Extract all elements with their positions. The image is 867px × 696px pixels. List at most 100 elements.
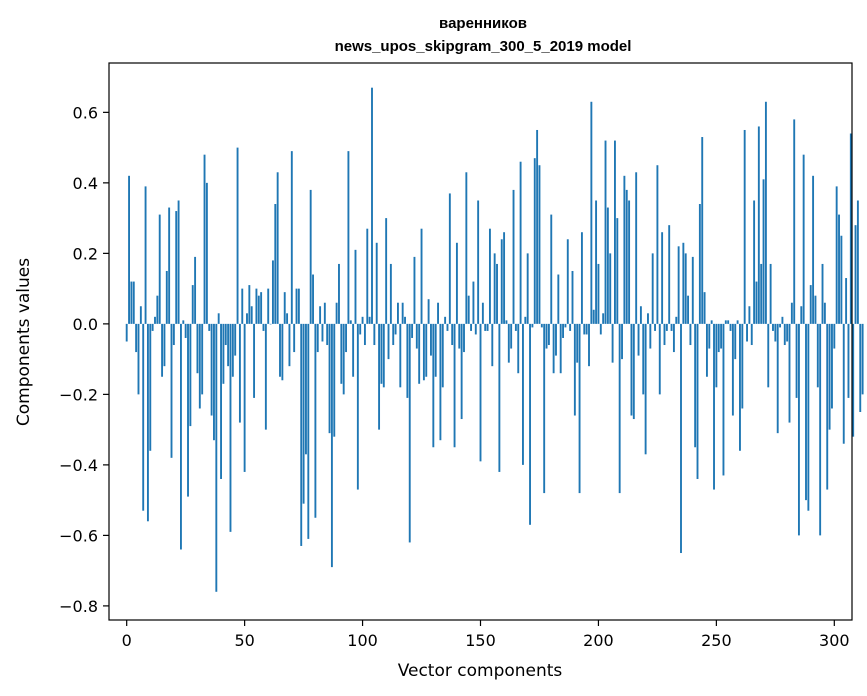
- bar: [720, 323, 723, 349]
- bar: [823, 302, 826, 324]
- x-axis-ticks: 0 50 100 150 200 250 300: [122, 620, 850, 650]
- bar: [750, 323, 753, 346]
- bar: [599, 323, 602, 335]
- bar: [309, 189, 312, 324]
- bar: [184, 323, 187, 338]
- bar: [154, 316, 156, 324]
- bar: [408, 323, 411, 543]
- bar: [547, 323, 550, 346]
- bar: [729, 323, 732, 331]
- bar: [189, 323, 192, 427]
- bar: [550, 214, 553, 324]
- bar: [625, 189, 628, 324]
- bar: [430, 323, 432, 356]
- bar: [635, 172, 638, 324]
- bar: [705, 323, 708, 377]
- x-axis-label: Vector components: [398, 661, 563, 681]
- bar: [375, 242, 378, 324]
- bar: [831, 323, 833, 409]
- bar: [288, 323, 291, 367]
- bar: [812, 175, 815, 324]
- bar: [302, 323, 305, 504]
- bars-group: [125, 87, 864, 592]
- bar: [623, 175, 626, 324]
- bar: [477, 200, 480, 324]
- bar: [580, 232, 583, 324]
- bar: [201, 323, 204, 395]
- bar: [187, 323, 189, 497]
- bar: [644, 323, 647, 455]
- bar: [722, 323, 725, 476]
- bar: [559, 323, 562, 374]
- bar: [538, 165, 541, 324]
- bar: [420, 228, 423, 324]
- bar: [387, 323, 390, 360]
- bar: [404, 316, 406, 324]
- y-tick-label: −0.2: [59, 385, 98, 404]
- bar: [592, 309, 595, 324]
- bar: [380, 323, 383, 384]
- bar: [588, 323, 590, 367]
- bar: [281, 323, 284, 381]
- bar: [177, 200, 180, 324]
- bar: [845, 278, 848, 324]
- bar: [467, 295, 470, 324]
- bar: [540, 323, 543, 328]
- bar: [661, 232, 664, 324]
- bar: [491, 323, 494, 367]
- bar: [503, 232, 506, 324]
- y-tick-label: 0.2: [73, 244, 98, 263]
- bar: [363, 323, 366, 346]
- bar: [757, 126, 760, 324]
- x-tick-label: 250: [701, 631, 732, 650]
- x-tick-label: 300: [819, 631, 850, 650]
- plot-frame: [108, 62, 853, 621]
- bar: [248, 285, 251, 324]
- bar: [821, 263, 824, 324]
- bar: [427, 299, 430, 324]
- bar: [507, 323, 510, 363]
- bar: [795, 323, 798, 398]
- bar: [260, 292, 263, 324]
- x-tick-label: 150: [465, 631, 496, 650]
- bar: [389, 263, 392, 324]
- bar: [698, 204, 701, 324]
- bar: [814, 295, 817, 324]
- bar: [764, 101, 767, 324]
- bar: [776, 323, 779, 434]
- bar: [724, 320, 727, 324]
- bar: [319, 306, 322, 324]
- bar: [545, 323, 548, 349]
- bar: [649, 323, 652, 349]
- bar: [573, 323, 576, 416]
- bar: [788, 323, 791, 423]
- bar: [448, 193, 451, 324]
- bar: [394, 323, 397, 335]
- bar: [253, 323, 256, 398]
- bar: [854, 225, 857, 324]
- bar: [529, 323, 531, 525]
- bar: [741, 323, 744, 409]
- bar: [371, 87, 373, 324]
- bar: [687, 295, 690, 324]
- bar: [517, 323, 520, 374]
- bar: [642, 323, 645, 395]
- bar: [552, 323, 555, 374]
- bar: [264, 323, 267, 430]
- x-tick-label: 0: [122, 631, 132, 650]
- bar: [406, 323, 409, 398]
- y-tick-label: 0.4: [73, 174, 98, 193]
- bar: [198, 323, 201, 409]
- bar: [595, 200, 598, 324]
- bar: [639, 306, 642, 324]
- bar: [769, 263, 772, 324]
- bar: [793, 119, 796, 324]
- bar: [330, 323, 333, 568]
- bar: [163, 323, 166, 367]
- bar: [833, 323, 836, 349]
- chart-subtitle: news_upos_skipgram_300_5_2019 model: [335, 38, 632, 55]
- bar: [790, 302, 793, 324]
- bar: [338, 263, 340, 324]
- bar: [434, 323, 437, 377]
- bar: [366, 228, 369, 324]
